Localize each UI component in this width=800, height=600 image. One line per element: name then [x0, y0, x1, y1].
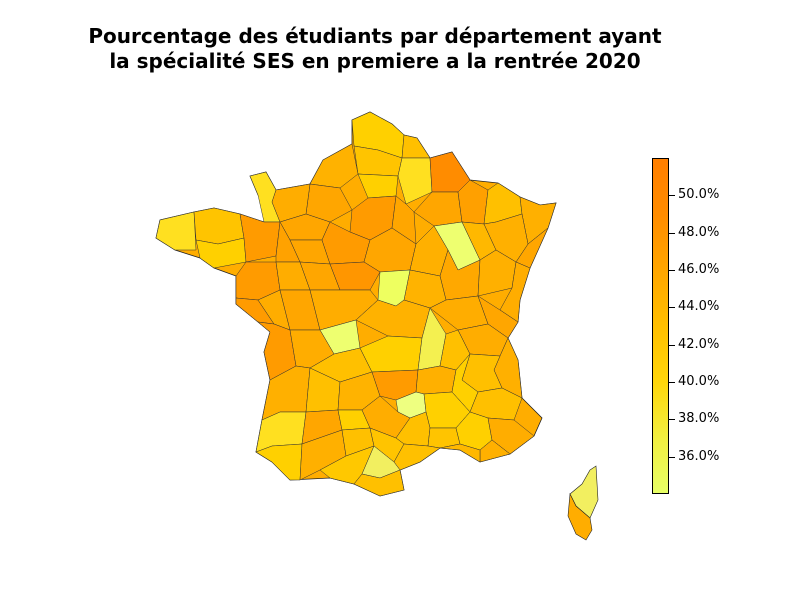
chart-title: Pourcentage des étudiants par départemen…	[0, 24, 750, 74]
chart-title-line-1: Pourcentage des étudiants par départemen…	[88, 24, 662, 48]
departement-patches	[155, 111, 557, 497]
departement-cotes-darmor	[193, 207, 245, 245]
colorbar-tick-mark	[669, 382, 675, 383]
colorbar-tick-label: 36.0%	[678, 448, 720, 464]
departement-haute-loire	[415, 365, 457, 395]
colorbar-tick-mark	[669, 456, 675, 458]
departement-pyrenees-atlantiques	[255, 443, 303, 481]
colorbar-tick-label: 50.0%	[678, 187, 720, 203]
departement-bouches-du-rhone	[439, 443, 481, 463]
colorbar-tick-label: 44.0%	[678, 299, 720, 315]
colorbar-tick-label: 40.0%	[678, 374, 720, 389]
colorbar-tick-label: 46.0%	[678, 262, 720, 277]
departement-pas-de-calais	[401, 134, 431, 159]
colorbar-tick-mark	[669, 232, 675, 234]
departement-loir-et-cher	[329, 261, 381, 291]
departement-pyrenees-orientales	[353, 469, 405, 497]
departement-jura	[477, 295, 519, 339]
colorbar-tick-mark	[669, 419, 675, 421]
colorbar-tick-mark	[669, 344, 675, 346]
colorbar	[652, 158, 669, 494]
colorbar-tick-mark	[669, 195, 675, 197]
colorbar-tick-label: 42.0%	[678, 336, 720, 352]
colorbar-tick-mark	[669, 307, 675, 309]
colorbar-tick-label: 48.0%	[678, 224, 720, 240]
departement-alpes-maritimes	[487, 417, 535, 455]
colorbar-tick-label: 38.0%	[678, 411, 720, 427]
departement-corse-du-sud	[567, 492, 593, 541]
departement-finistere	[155, 211, 197, 251]
colorbar-gradient	[653, 159, 668, 493]
chart-title-line-2: la spécialité SES en premiere a la rentr…	[109, 49, 641, 73]
departement-aisne	[397, 157, 433, 205]
colorbar-tick-mark	[669, 270, 675, 271]
